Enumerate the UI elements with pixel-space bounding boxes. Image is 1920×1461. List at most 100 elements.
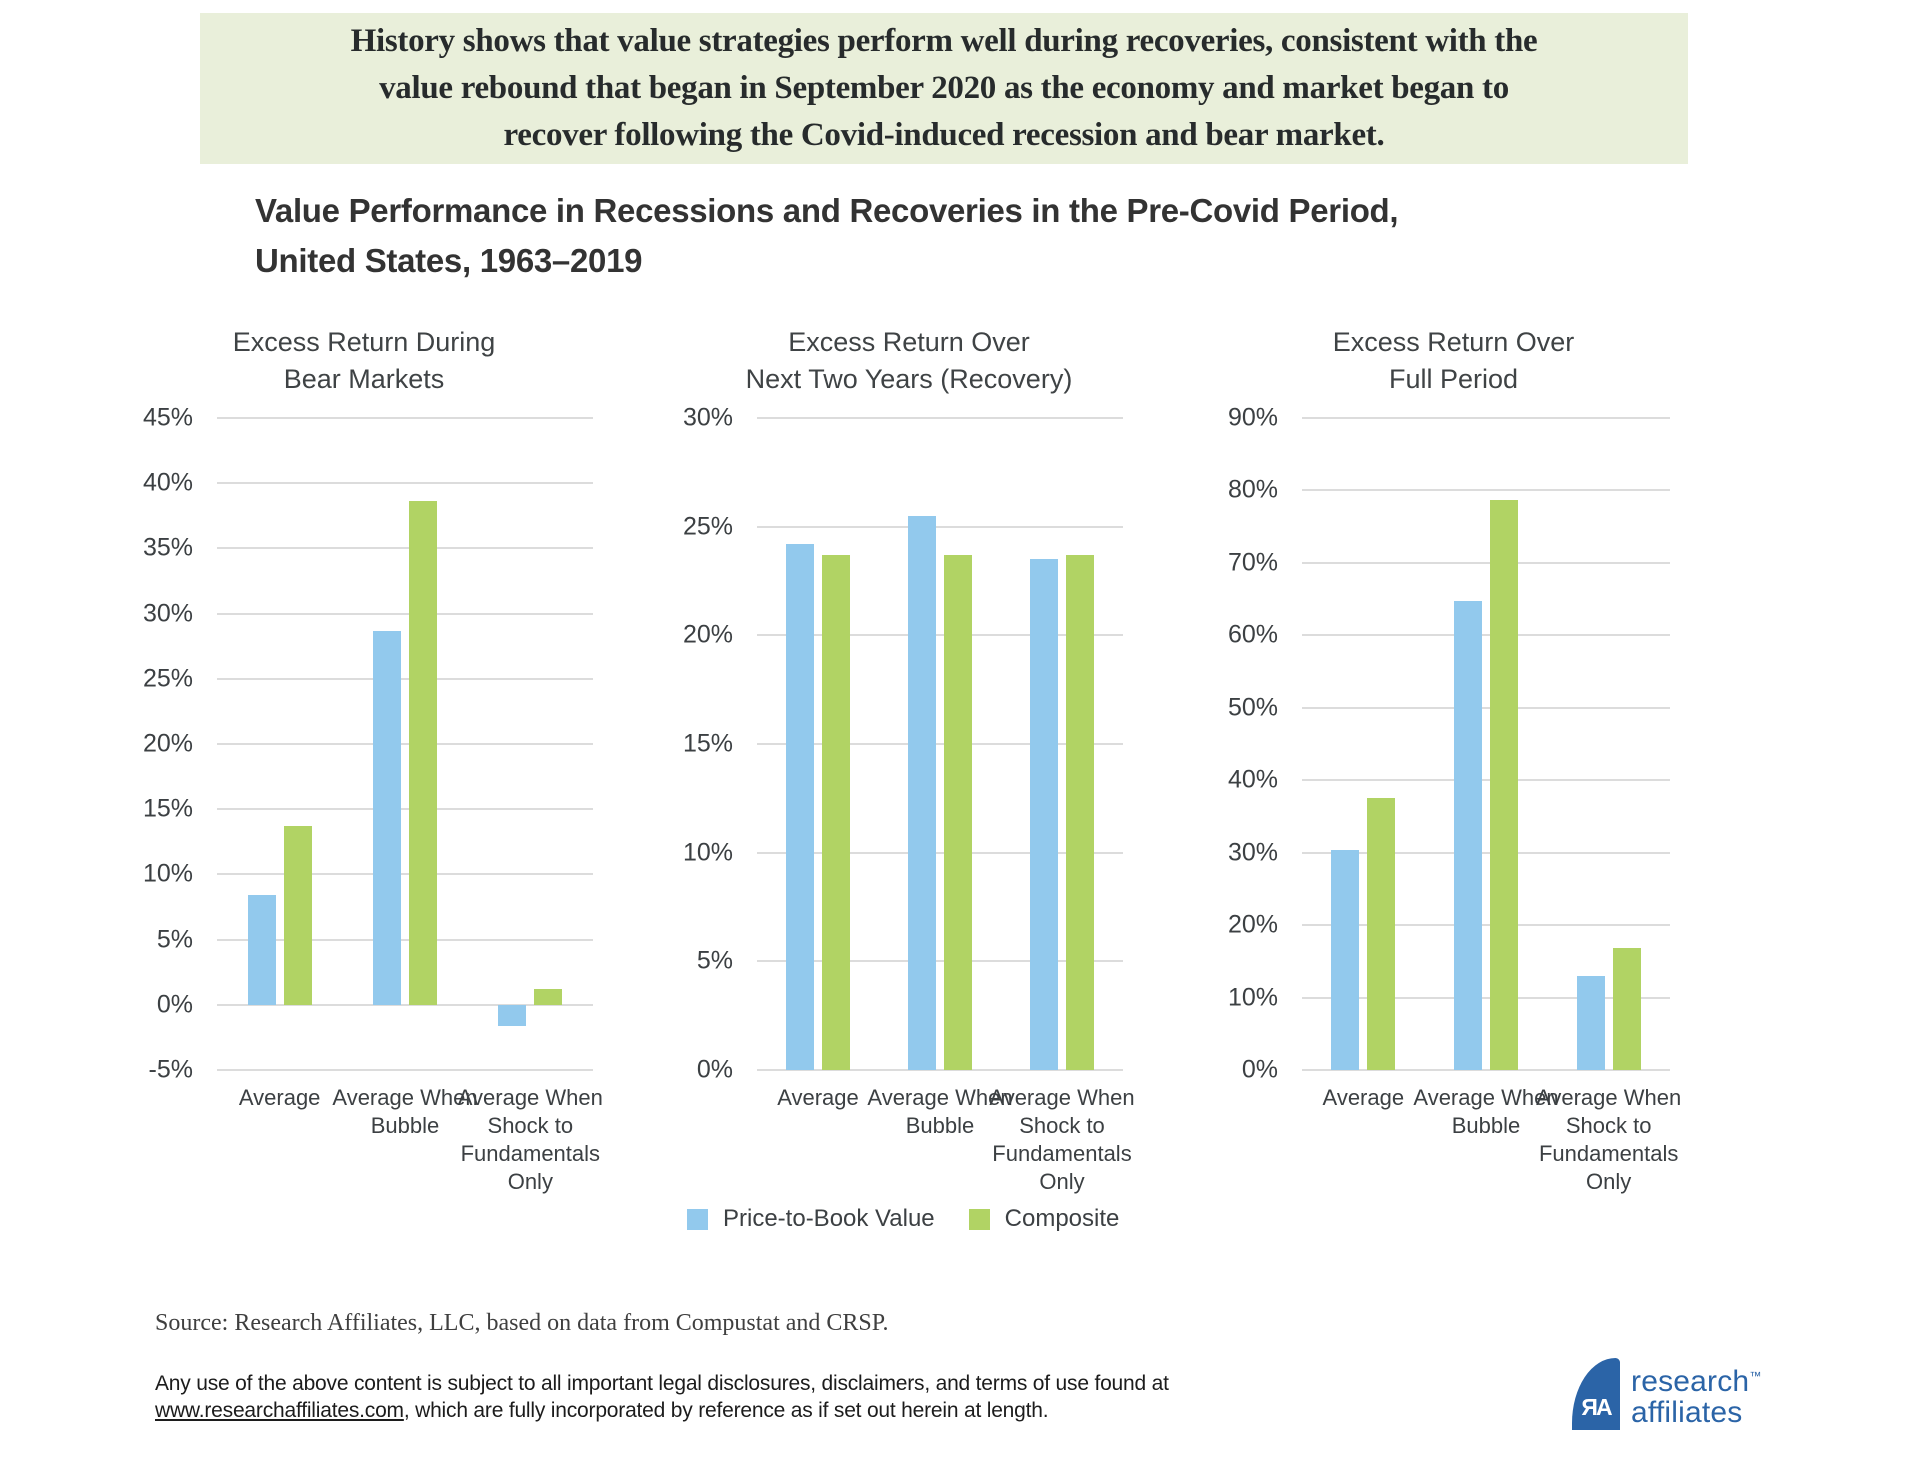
y-tick-label: 20% <box>682 620 733 649</box>
bar-price-to-book <box>1454 600 1482 1070</box>
y-tick-label: 5% <box>696 946 733 975</box>
banner-line-2: value rebound that began in September 20… <box>379 70 1509 106</box>
gridline <box>217 1069 593 1071</box>
y-tick-label: 5% <box>156 925 193 954</box>
legend-item-price-to-book: Price-to-Book Value <box>687 1205 935 1233</box>
y-tick-label: -5% <box>148 1055 193 1084</box>
bar-price-to-book <box>1331 850 1360 1070</box>
y-tick-label: 40% <box>142 468 193 497</box>
x-category-label: Average When Shock to Fundamentals Only <box>1536 1085 1682 1194</box>
y-tick-label: 10% <box>1227 983 1278 1012</box>
y-tick-label: 0% <box>696 1055 733 1084</box>
y-tick-label: 35% <box>142 533 193 562</box>
chart-subtitle-line-1: Excess Return Over <box>1332 327 1575 357</box>
x-category-label: Average <box>238 1085 321 1110</box>
gridline <box>757 634 1123 637</box>
bar-price-to-book <box>498 1004 527 1026</box>
gridline <box>1302 851 1670 854</box>
gridline <box>757 525 1123 528</box>
y-tick-label: 30% <box>682 403 733 432</box>
y-axis: 30% 25% 20% 15% 10% 5% 0% <box>683 404 745 1084</box>
chart-subtitle-line-2: Full Period <box>1388 364 1519 394</box>
y-axis: 45% 40% 35% 30% 25% 20% 15% 10% 5% 0% -5% <box>135 404 205 1084</box>
research-affiliates-link[interactable]: www.researchaffiliates.com <box>155 1399 404 1422</box>
trademark-symbol: ™ <box>1749 1369 1762 1383</box>
gridline <box>217 677 593 680</box>
page-title-line-1: Value Performance in Recessions and Reco… <box>255 192 1399 229</box>
legend-label: Price-to-Book Value <box>723 1205 935 1232</box>
x-category-label: Average When Shock to Fundamentals Only <box>989 1085 1135 1194</box>
y-tick-label: 0% <box>156 990 193 1019</box>
gridline <box>217 612 593 615</box>
legend-label: Composite <box>1004 1205 1120 1232</box>
y-tick-label: 70% <box>1227 548 1278 577</box>
ra-monogram: ЯA <box>1581 1394 1612 1420</box>
gridline <box>1302 561 1670 564</box>
y-tick-label: 10% <box>142 859 193 888</box>
page-title: Value Performance in Recessions and Reco… <box>255 186 1655 286</box>
gridline <box>1302 706 1670 709</box>
chart-subtitle: Excess Return Over Full Period <box>1237 324 1670 398</box>
plot-area: Average Average When Bubble Average When S… <box>1302 417 1681 1194</box>
gridline <box>757 417 1123 419</box>
gridline <box>1302 924 1670 927</box>
bar-composite <box>1066 554 1094 1070</box>
y-tick-label: 20% <box>1227 910 1278 939</box>
gridline <box>1302 1069 1670 1071</box>
legend: Price-to-Book Value Composite <box>687 1205 1119 1233</box>
gridline <box>1302 489 1670 492</box>
source-note: Source: Research Affiliates, LLC, based … <box>155 1310 889 1336</box>
y-tick-label: 0% <box>1241 1055 1278 1084</box>
bar-composite <box>409 501 437 1005</box>
legend-item-composite: Composite <box>968 1205 1120 1233</box>
bar-composite <box>1490 499 1518 1070</box>
gridline <box>1302 634 1670 637</box>
gridline <box>757 851 1123 854</box>
y-tick-label: 15% <box>682 729 733 758</box>
x-category-label: Average <box>777 1085 859 1110</box>
y-tick-label: 25% <box>682 512 733 541</box>
gridline <box>757 1069 1123 1071</box>
price-to-book-swatch-icon <box>687 1208 708 1230</box>
composite-swatch-icon <box>968 1208 990 1230</box>
banner-line-1: History shows that value strategies perf… <box>350 23 1538 59</box>
bar-composite <box>1612 947 1641 1070</box>
legal-disclaimer: Any use of the above content is subject … <box>155 1370 1235 1424</box>
x-category-label: Average When Bubble <box>867 1085 1013 1138</box>
x-category-label: Average When Shock to Fundamentals Only <box>457 1085 603 1194</box>
y-tick-label: 25% <box>142 664 193 693</box>
gridline <box>217 743 593 745</box>
logo-word-research: research™ <box>1631 1365 1762 1398</box>
y-tick-label: 15% <box>142 794 193 823</box>
gridline <box>217 938 593 941</box>
logo-word-affiliates: affiliates <box>1631 1396 1743 1429</box>
plot-area: Average Average When Bubble Average When S… <box>757 417 1135 1194</box>
x-category-label: Average When Bubble <box>332 1085 478 1138</box>
bar-price-to-book <box>1576 975 1605 1070</box>
y-tick-label: 50% <box>1227 693 1278 722</box>
y-tick-label: 90% <box>1227 403 1278 432</box>
x-category-label: Average When Bubble <box>1413 1085 1559 1138</box>
x-category-label: Average <box>1322 1085 1405 1110</box>
y-tick-label: 40% <box>1227 765 1278 794</box>
y-tick-label: 45% <box>142 403 193 432</box>
bar-price-to-book <box>247 895 276 1005</box>
y-tick-label: 10% <box>682 838 733 867</box>
y-axis: 90% 80% 70% 60% 50% 40% 30% 20% 10% 0% <box>1228 404 1290 1084</box>
gridline <box>217 1003 593 1006</box>
chart-subtitle-line-2: Bear Markets <box>283 364 445 394</box>
gridline <box>217 808 593 811</box>
research-affiliates-logo: ЯA research™ affiliates <box>1572 1358 1762 1430</box>
gridline <box>217 482 593 485</box>
chart-subtitle-line-1: Excess Return During <box>232 327 496 357</box>
bar-composite <box>944 554 972 1070</box>
gridline <box>217 547 593 550</box>
bar-price-to-book <box>373 630 401 1005</box>
chart-subtitle: Excess Return During Bear Markets <box>135 324 593 398</box>
banner-line-3: recover following the Covid-induced rece… <box>503 117 1385 153</box>
bar-price-to-book <box>1030 559 1058 1070</box>
gridline <box>1302 996 1670 999</box>
chart-subtitle-line-2: Next Two Years (Recovery) <box>745 364 1073 394</box>
y-tick-label: 20% <box>142 729 193 758</box>
